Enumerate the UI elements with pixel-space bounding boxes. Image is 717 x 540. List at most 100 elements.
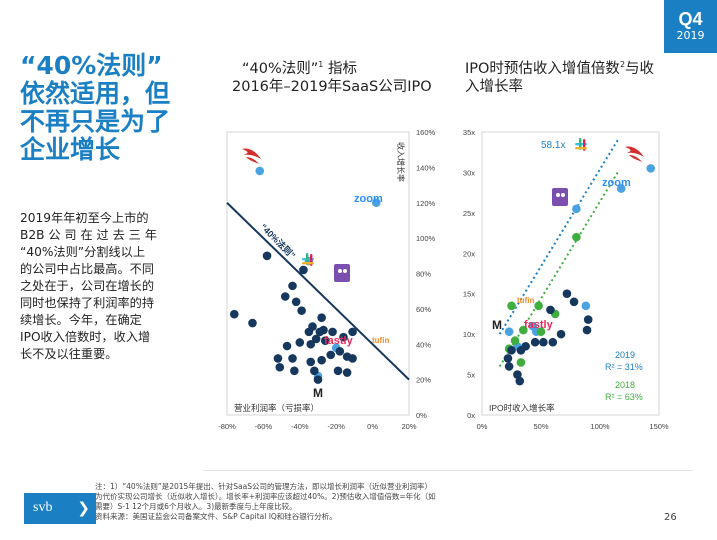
- medallia-icon: M: [492, 318, 502, 332]
- data-point: [572, 232, 581, 242]
- data-point: [534, 301, 543, 311]
- footnote-line: 需要）S-1 12个月或6个月收入。3)最新季度与上年度比较。: [95, 502, 297, 511]
- fastly-icon: fastly: [524, 319, 554, 331]
- footnote-line: 注：1）“40%法则”是2015年提出、针对SaaS公司的管理方法，即以增长利润…: [95, 482, 433, 491]
- right-x-ticks: 0% 50% 100% 150%: [477, 422, 669, 431]
- left-y-ticks: 0% 20% 40% 60% 80% 100% 120% 140% 160%: [416, 128, 436, 420]
- data-point: [297, 306, 306, 315]
- x-tick-label: -80%: [218, 422, 236, 431]
- paragraph-line: 长不及以往重要。: [20, 347, 118, 361]
- left-title-a: “40%法则”: [242, 60, 319, 77]
- y-tick-label: 40%: [416, 340, 431, 349]
- data-point: [348, 327, 357, 337]
- data-point: [335, 347, 345, 356]
- data-point: [275, 362, 285, 372]
- left-chart-title: “40%法则”1 指标 2016年–2019年SaaS公司IPO: [232, 56, 442, 96]
- data-point: [516, 358, 526, 367]
- data-point: [582, 325, 592, 335]
- medallia-icon: M: [313, 386, 323, 400]
- y-tick-label: 25x: [463, 209, 475, 218]
- data-point: [328, 327, 337, 337]
- x-tick-label: -60%: [255, 422, 273, 431]
- plot-area: [481, 131, 660, 416]
- data-point: [583, 315, 593, 324]
- data-point: [342, 368, 352, 377]
- fastly-icon: fastly: [324, 335, 354, 347]
- paragraph-line: “40%法则”分割线以上: [20, 245, 146, 259]
- paragraph-line: 同时也保持了利润率的持: [20, 296, 155, 310]
- data-point: [317, 313, 326, 323]
- page-number: 26: [664, 512, 677, 523]
- legend-2019-r2: R² = 31%: [605, 362, 643, 372]
- data-point: [255, 166, 265, 176]
- data-point: [371, 198, 381, 208]
- footnotes: 注：1）“40%法则”是2015年提出、针对SaaS公司的管理方法，即以增长利润…: [95, 482, 645, 522]
- y-tick-label: 30x: [463, 168, 475, 177]
- left-title-sup: 1: [318, 60, 324, 69]
- paragraph-line: 的公司中占比最高。不同: [20, 262, 155, 276]
- right-x-axis-label: IPO时收入增长率: [489, 403, 555, 413]
- y-tick-label: 15x: [463, 290, 475, 299]
- left-y-axis-label: 收入增长率: [396, 142, 406, 182]
- data-point: [288, 354, 297, 363]
- callout-58x: 58.1x: [541, 140, 565, 151]
- zoom-icon: zoom: [602, 177, 631, 189]
- ipo-multiple-chart: 0% 50% 100% 150% 0x 5x 10x 15x 20x 25x 30x 35x IPO…: [463, 128, 669, 431]
- y-tick-label: 35x: [463, 128, 475, 137]
- data-point: [539, 337, 548, 347]
- right-points: [503, 164, 656, 386]
- tufin-icon: tufin: [372, 336, 389, 345]
- x-tick-label: 0%: [367, 422, 378, 431]
- right-y-ticks: 0x 5x 10x 15x 20x 25x 30x 35x: [463, 128, 475, 420]
- tufin-icon: tufin: [517, 296, 534, 305]
- data-point: [310, 366, 319, 376]
- data-point: [291, 297, 301, 307]
- data-point: [530, 337, 540, 347]
- paragraph-line: B2B 公 司 在 过 去 三 年: [20, 228, 157, 242]
- left-title-line2: 2016年–2019年SaaS公司IPO: [232, 78, 432, 95]
- data-point: [513, 370, 522, 379]
- page-headline: “40%法则” 依然适用，但 不再只是为了 企业增长: [20, 52, 200, 164]
- pagerduty-icon: [552, 188, 568, 206]
- data-point: [516, 346, 526, 355]
- paragraph-line: IPO收入倍数时，收入增: [20, 330, 151, 344]
- y-tick-label: 100%: [416, 234, 436, 243]
- data-point: [507, 301, 516, 311]
- y-tick-label: 120%: [416, 199, 436, 208]
- data-point: [290, 366, 299, 376]
- data-point: [280, 292, 290, 301]
- y-tick-label: 60%: [416, 305, 431, 314]
- data-point: [317, 355, 326, 365]
- y-tick-label: 160%: [416, 128, 436, 137]
- legend-2018-label: 2018: [615, 380, 635, 390]
- data-point: [572, 204, 581, 214]
- data-point: [315, 327, 325, 337]
- data-point: [262, 251, 272, 261]
- datadog-icon: [334, 264, 350, 282]
- data-point: [299, 265, 308, 275]
- left-title-b: 指标: [323, 60, 357, 77]
- left-x-axis-label: 营业利润率（亏损率）: [234, 403, 319, 413]
- data-point: [556, 329, 566, 339]
- data-point: [548, 337, 558, 347]
- data-point: [306, 339, 316, 349]
- data-point: [333, 366, 343, 376]
- paragraph-line: 之处在于，公司在增长的: [20, 279, 155, 293]
- y-tick-label: 0x: [467, 411, 475, 420]
- headline-line: “40%法则”: [20, 51, 163, 80]
- quarter-badge: Q4 2019: [664, 0, 717, 53]
- data-point: [320, 336, 330, 346]
- headline-line: 依然适用，但: [20, 79, 171, 108]
- year-label: 2019: [676, 29, 705, 42]
- x-tick-label: 20%: [401, 422, 416, 431]
- right-title-a: IPO时预估收入增值倍数: [465, 60, 620, 77]
- x-tick-label: 100%: [590, 422, 610, 431]
- data-point: [510, 336, 520, 345]
- svb-logo-text: svb: [33, 500, 53, 515]
- data-point: [282, 341, 292, 351]
- data-point: [306, 357, 316, 367]
- footnote-line: 资料来源：美国证监会公司备案文件、S&P Capital IQ和硅谷银行分析。: [95, 512, 337, 521]
- footer-divider: [203, 470, 693, 471]
- headline-line: 企业增长: [20, 135, 121, 164]
- data-point: [304, 327, 314, 337]
